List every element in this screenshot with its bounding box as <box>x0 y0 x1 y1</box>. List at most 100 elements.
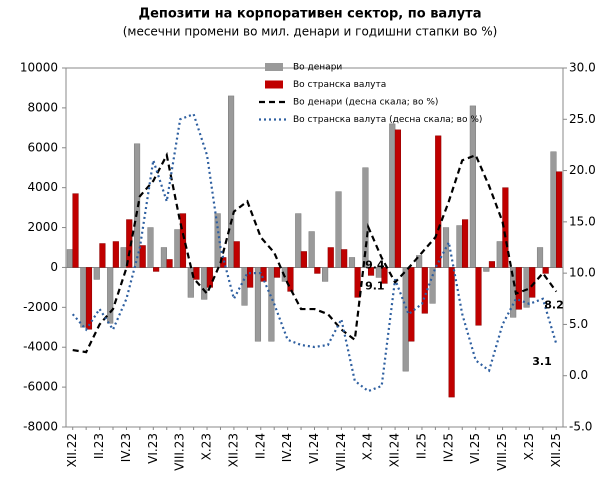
bar <box>174 229 181 268</box>
bar <box>381 267 388 284</box>
y2-tick-label: 0.0 <box>569 368 588 382</box>
bar <box>367 267 375 276</box>
bar <box>362 167 369 268</box>
bar <box>85 267 93 330</box>
bar <box>502 187 509 268</box>
y2-tick-label: 15.0 <box>569 214 595 228</box>
data-label: 9.1 <box>365 279 385 292</box>
bar <box>515 267 522 310</box>
bar <box>300 251 307 268</box>
x-tick-label: VI.24 <box>307 433 321 464</box>
bar <box>496 241 503 268</box>
y-tick-label: 2000 <box>27 220 58 234</box>
bar <box>314 267 321 274</box>
x-tick-label: VIII.25 <box>495 433 509 471</box>
bar <box>107 267 114 324</box>
bar <box>348 257 356 268</box>
legend-label: Во денари (десна скала; во %) <box>293 98 438 108</box>
bar <box>483 267 490 272</box>
bar <box>120 247 127 268</box>
bar <box>254 267 262 342</box>
data-label: 9.4 <box>365 258 385 271</box>
bar <box>354 267 361 298</box>
x-tick-label: II.24 <box>253 433 267 459</box>
x-tick-label: XII.22 <box>65 433 79 467</box>
y2-tick-label: 20.0 <box>569 163 595 177</box>
data-label: 8.2 <box>544 299 564 312</box>
x-tick-label: VIII.23 <box>173 433 187 471</box>
bar <box>416 255 423 268</box>
legend-label: Во странска валута <box>293 80 386 90</box>
bar <box>462 219 469 268</box>
bar <box>556 171 563 268</box>
bar <box>139 245 146 268</box>
bar <box>80 267 87 328</box>
bar <box>228 95 235 268</box>
x-tick-label: II.25 <box>414 433 428 459</box>
y2-tick-label: 30.0 <box>569 61 595 75</box>
bar <box>147 227 154 268</box>
y-tick-label: -6000 <box>23 380 58 394</box>
bar <box>308 231 315 268</box>
bar <box>233 241 240 268</box>
bar <box>247 267 254 288</box>
bar <box>193 267 200 280</box>
bar <box>179 213 187 268</box>
y2-tick-label: 10.0 <box>569 266 595 280</box>
x-tick-label: VI.25 <box>468 433 482 464</box>
y-tick-label: 10000 <box>20 61 58 75</box>
bar <box>475 267 482 326</box>
y-tick-label: -4000 <box>23 340 58 354</box>
y-tick-label: -2000 <box>23 300 58 314</box>
legend-swatch <box>265 80 283 89</box>
bar <box>287 267 294 292</box>
bar <box>389 123 396 268</box>
bar <box>456 225 463 268</box>
x-tick-label: IV.24 <box>280 433 294 462</box>
bar <box>273 267 281 278</box>
bar <box>435 135 442 268</box>
bar <box>429 267 436 304</box>
bar <box>260 267 267 282</box>
x-tick-label: X.23 <box>200 433 214 460</box>
bar <box>542 267 549 274</box>
bar <box>153 267 160 272</box>
line <box>71 112 558 393</box>
bar <box>295 213 302 268</box>
y-tick-label: 0 <box>50 260 58 274</box>
bar <box>327 247 334 268</box>
bar <box>341 249 348 268</box>
legend-label: Во денари <box>293 63 342 73</box>
x-tick-label: X.25 <box>522 433 536 460</box>
x-tick-label: X.24 <box>361 433 375 460</box>
bar <box>469 105 476 268</box>
y-tick-label: 6000 <box>27 140 58 154</box>
x-tick-label: VI.23 <box>146 433 160 464</box>
bar <box>66 249 73 268</box>
bar <box>206 267 213 288</box>
bar <box>93 267 100 280</box>
bar <box>421 267 428 314</box>
bar <box>112 241 119 268</box>
bar <box>529 267 536 298</box>
x-tick-label: XII.24 <box>388 433 402 467</box>
bar <box>402 267 409 372</box>
data-label: 3.1 <box>532 355 552 368</box>
bar <box>394 129 401 268</box>
bar <box>550 151 557 268</box>
y2-tick-label: 25.0 <box>569 112 595 126</box>
y2-tick-label: -5.0 <box>569 420 592 434</box>
bar <box>241 267 248 306</box>
chart-title: Депозити на корпоративен сектор, по валу… <box>139 7 482 22</box>
x-tick-label: IV.23 <box>119 433 133 462</box>
bar <box>201 267 208 300</box>
legend-swatch <box>265 63 283 71</box>
y2-tick-label: 5.0 <box>569 317 588 331</box>
x-tick-label: VIII.24 <box>334 433 348 471</box>
bar <box>536 247 544 268</box>
bar <box>335 191 342 268</box>
chart-subtitle: (месечни промени во мил. денари и годишн… <box>123 25 498 39</box>
bar <box>166 259 173 268</box>
bar <box>72 193 79 268</box>
x-tick-label: XII.23 <box>226 433 240 467</box>
